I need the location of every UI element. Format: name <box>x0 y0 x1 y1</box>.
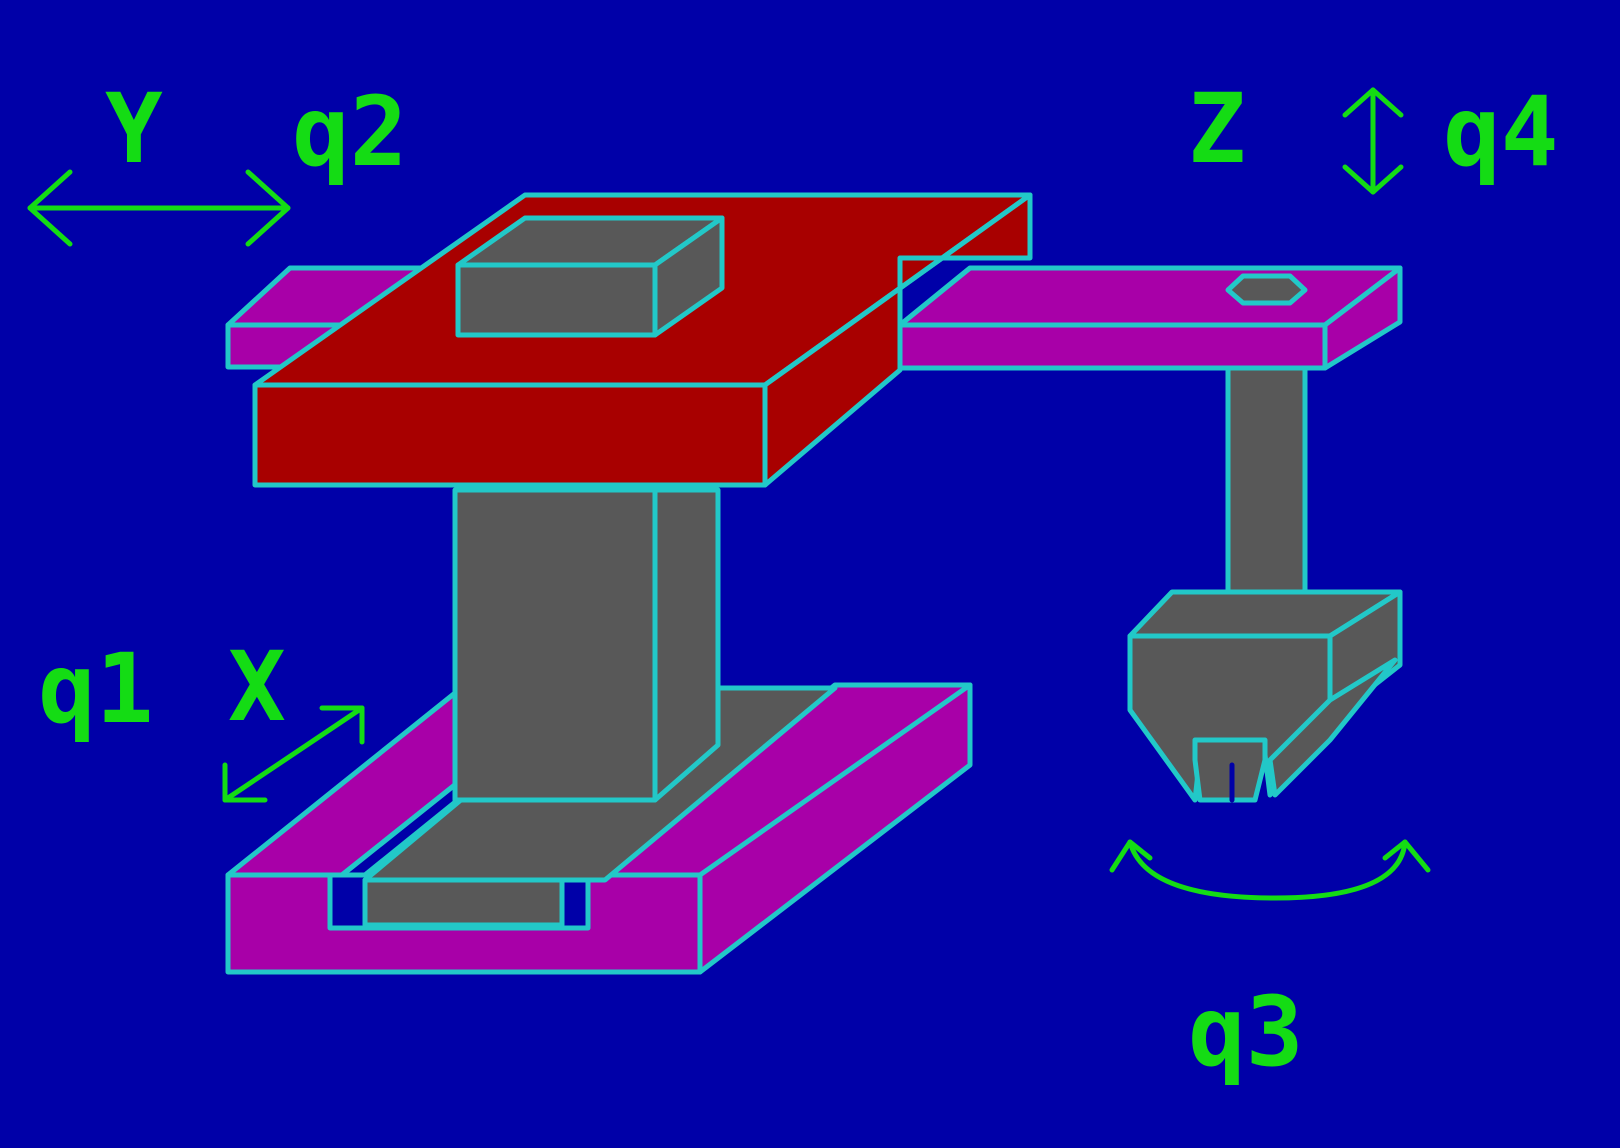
carriage-block-front <box>455 262 658 338</box>
z-axis-label: Z <box>1188 73 1246 185</box>
z-shaft <box>1225 365 1308 629</box>
arm-front <box>897 322 1328 371</box>
arm-hole <box>1225 273 1308 306</box>
horizontal-arm <box>897 265 1403 371</box>
carriage-front <box>252 382 768 488</box>
q1-label: q1 <box>38 633 154 745</box>
q2-label: q2 <box>292 76 408 188</box>
y-arrow-icon <box>27 169 291 247</box>
end-effector <box>1127 365 1403 803</box>
base-slider-front <box>362 877 565 928</box>
labels: Y q2 Z q4 q1 X q3 <box>38 73 1559 1088</box>
x-axis-label: X <box>228 631 286 743</box>
y-axis-label: Y <box>105 73 163 185</box>
gripper-finger-right <box>1267 657 1398 798</box>
column-front <box>452 487 658 803</box>
z-arrow-icon <box>1342 87 1404 195</box>
motion-arrows <box>27 87 1431 901</box>
column-side <box>652 487 721 803</box>
rotation-arrow-icon <box>1109 839 1431 901</box>
carriage <box>252 192 1033 488</box>
q3-label: q3 <box>1188 976 1304 1088</box>
column <box>452 487 721 803</box>
x-arrow-icon <box>222 705 365 803</box>
q4-label: q4 <box>1443 76 1559 188</box>
arm-top <box>897 265 1403 328</box>
